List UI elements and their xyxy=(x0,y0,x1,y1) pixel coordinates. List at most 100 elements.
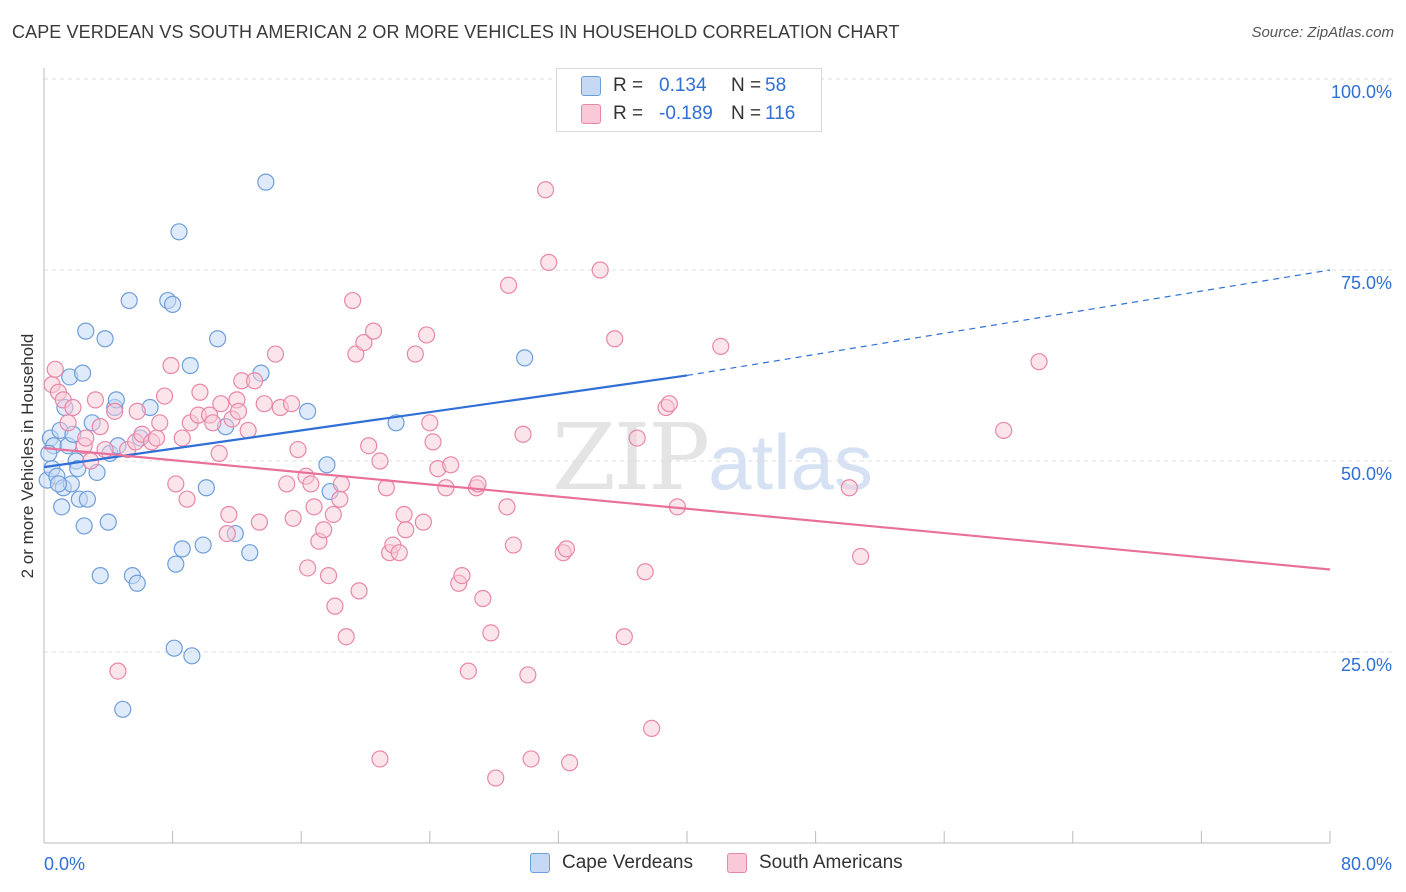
south-american-point xyxy=(482,624,500,642)
source-label: Source: ZipAtlas.com xyxy=(1251,24,1394,41)
south-american-point xyxy=(229,402,248,420)
legend-r-label: R = xyxy=(613,103,644,124)
south-american-point xyxy=(377,479,395,497)
south-american-point xyxy=(173,429,191,447)
south-american-point xyxy=(109,662,127,680)
south-american-point xyxy=(147,429,166,447)
cape-verdean-point xyxy=(173,540,191,558)
cape-verdean-point xyxy=(516,349,534,367)
south-american-point xyxy=(250,513,269,531)
legend-r-value: 0.134 xyxy=(659,75,707,96)
cape-verdean-point xyxy=(257,173,275,191)
cape-verdean-point xyxy=(49,475,68,493)
south-american-point xyxy=(245,372,264,390)
south-american-point xyxy=(77,429,95,447)
legend-item-south-americans[interactable]: South Americans xyxy=(727,852,903,874)
chart-title: CAPE VERDEAN VS SOUTH AMERICAN 2 OR MORE… xyxy=(12,22,900,42)
y-tick-label: 100.0% xyxy=(1331,82,1392,102)
legend-row-cape-verdeans: R = 0.134 N = 58 xyxy=(581,74,786,98)
south-american-point xyxy=(499,276,518,294)
y-tick-label: 25.0% xyxy=(1341,655,1392,675)
cape-verdean-point xyxy=(165,639,183,657)
south-american-point xyxy=(390,544,408,562)
x-tick-label: 0.0% xyxy=(44,854,85,874)
south-american-point xyxy=(218,524,236,543)
south-american-point xyxy=(91,418,109,436)
south-american-point xyxy=(204,414,222,432)
south-american-point xyxy=(536,181,555,199)
legend-swatch-blue xyxy=(581,76,601,96)
south-american-point xyxy=(561,754,579,772)
south-american-point xyxy=(220,505,238,524)
cape-verdean-point xyxy=(299,402,317,420)
south-american-point xyxy=(239,421,257,440)
south-american-point xyxy=(266,345,285,363)
legend-swatch-pink xyxy=(727,853,747,873)
south-american-trendline xyxy=(43,446,1331,571)
legend-n-value: 58 xyxy=(765,75,787,96)
south-american-point xyxy=(406,345,424,363)
legend-row-south-americans: R = -0.189 N = 116 xyxy=(581,102,795,126)
cape-verdean-point xyxy=(181,356,199,375)
cape-verdean-trendline-extension xyxy=(686,269,1331,377)
south-american-point xyxy=(591,261,609,279)
south-american-point xyxy=(326,597,344,615)
south-american-point xyxy=(289,440,307,459)
south-american-point xyxy=(453,566,471,585)
south-american-point xyxy=(474,589,492,608)
cape-verdean-point xyxy=(170,223,188,241)
y-tick-label: 50.0% xyxy=(1341,464,1392,484)
south-american-point xyxy=(86,391,105,409)
cape-verdean-point xyxy=(387,414,405,432)
cape-verdean-point xyxy=(120,291,138,310)
cape-verdean-point xyxy=(75,517,93,535)
south-american-point xyxy=(355,333,373,352)
south-american-point xyxy=(995,421,1013,440)
cape-verdean-point xyxy=(164,295,182,313)
legend-item-cape-verdeans[interactable]: Cape Verdeans xyxy=(530,852,693,874)
south-american-point xyxy=(315,521,333,539)
south-american-point xyxy=(459,662,477,680)
south-american-point xyxy=(350,582,368,600)
south-american-point xyxy=(421,414,439,432)
south-american-point xyxy=(162,356,180,375)
x-tick-label: 80.0% xyxy=(1341,854,1392,874)
legend-item-label: South Americans xyxy=(759,852,903,873)
south-american-point xyxy=(191,383,209,401)
south-american-point xyxy=(46,360,64,378)
south-american-point xyxy=(344,291,362,310)
legend-r-label: R = xyxy=(613,75,644,96)
cape-verdean-point xyxy=(73,364,92,382)
cape-verdean-point xyxy=(77,322,95,340)
south-american-point xyxy=(660,395,678,413)
south-american-point xyxy=(498,498,516,516)
legend-swatch-pink xyxy=(581,104,601,124)
south-american-point xyxy=(852,547,870,566)
cape-verdean-point xyxy=(209,330,227,348)
south-american-point xyxy=(302,475,320,493)
south-american-point xyxy=(371,750,389,768)
legend-n-value: 116 xyxy=(765,103,796,124)
south-american-point xyxy=(178,490,196,508)
south-american-point xyxy=(414,513,432,531)
cape-verdean-point xyxy=(197,479,215,497)
legend-n-label: N = xyxy=(731,103,762,124)
south-american-point xyxy=(397,521,415,539)
south-american-point xyxy=(540,253,558,271)
south-american-point xyxy=(319,566,338,585)
south-american-point xyxy=(487,769,505,787)
south-american-point xyxy=(151,414,169,432)
south-american-point xyxy=(606,330,624,348)
south-american-point xyxy=(364,322,383,340)
cape-verdean-point xyxy=(114,700,132,718)
cape-verdean-point xyxy=(91,566,109,585)
cape-verdean-point xyxy=(78,490,97,508)
south-american-point xyxy=(332,475,350,493)
south-american-point xyxy=(628,429,646,447)
south-american-point xyxy=(360,437,378,455)
south-american-point xyxy=(305,498,323,516)
legend-swatch-blue xyxy=(530,853,550,873)
south-american-point xyxy=(1030,353,1048,371)
south-american-point xyxy=(504,536,522,554)
